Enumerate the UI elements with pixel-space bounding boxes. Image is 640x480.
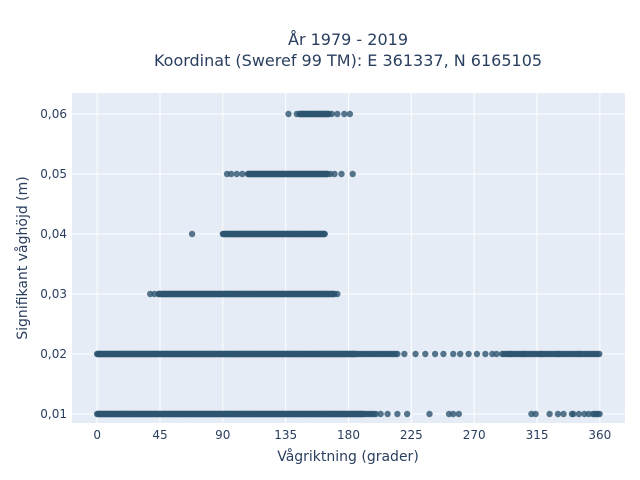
data-point — [394, 350, 401, 358]
x-tick-label: 135 — [274, 428, 297, 442]
data-point — [546, 410, 553, 418]
data-point — [431, 350, 439, 358]
data-point — [293, 110, 301, 118]
y-tick-label: 0,02 — [40, 347, 67, 361]
data-point — [575, 350, 583, 358]
data-point — [346, 110, 354, 118]
x-tick-label: 45 — [152, 428, 167, 442]
data-point — [341, 110, 348, 118]
data-point — [349, 170, 356, 178]
data-point — [401, 350, 408, 358]
y-axis-ticks: 0,01 0,02 0,03 0,04 0,05 0,06 — [40, 107, 67, 421]
x-tick-label: 270 — [463, 428, 486, 442]
data-point — [331, 170, 338, 178]
data-point — [455, 410, 463, 418]
data-point — [403, 410, 411, 418]
data-point — [239, 170, 246, 178]
data-point — [570, 410, 577, 418]
x-tick-label: 225 — [400, 428, 423, 442]
x-axis-label: Vågriktning (grader) — [277, 448, 419, 465]
x-tick-label: 315 — [526, 428, 549, 442]
data-points — [93, 110, 603, 418]
data-point — [233, 170, 240, 178]
data-point — [554, 410, 562, 418]
data-point — [384, 410, 391, 418]
y-tick-label: 0,06 — [40, 107, 67, 121]
data-band — [93, 410, 603, 418]
data-point — [422, 350, 429, 358]
data-point — [493, 350, 500, 358]
x-tick-label: 90 — [215, 428, 230, 442]
data-point — [457, 350, 464, 358]
data-point — [377, 410, 384, 418]
data-point — [585, 410, 592, 418]
data-point — [334, 110, 341, 118]
data-point — [473, 350, 481, 358]
chart-title-line2: Koordinat (Sweref 99 TM): E 361337, N 61… — [154, 51, 542, 70]
y-axis-label: Signifikant våghöjd (m) — [14, 176, 31, 339]
y-tick-label: 0,03 — [40, 287, 67, 301]
data-point — [560, 410, 567, 418]
data-point — [426, 410, 433, 418]
data-point — [412, 350, 419, 358]
y-tick-label: 0,04 — [40, 227, 67, 241]
chart-title-line1: År 1979 - 2019 — [288, 30, 408, 49]
data-point — [596, 350, 603, 358]
x-axis-ticks: 0 45 90 135 180 225 270 315 360 — [93, 428, 611, 442]
data-point — [188, 230, 196, 238]
data-band — [93, 350, 603, 358]
y-tick-label: 0,05 — [40, 167, 67, 181]
data-band — [223, 170, 356, 178]
data-point — [575, 410, 583, 418]
data-point — [321, 230, 328, 238]
x-tick-label: 360 — [588, 428, 611, 442]
data-point — [532, 410, 539, 418]
data-point — [151, 290, 158, 298]
y-tick-label: 0,01 — [40, 407, 67, 421]
data-point — [482, 350, 489, 358]
data-point — [554, 350, 562, 358]
data-point — [596, 410, 603, 418]
data-point — [507, 350, 514, 358]
data-band — [285, 110, 354, 118]
data-point — [285, 110, 292, 118]
data-point — [334, 290, 341, 298]
x-tick-label: 180 — [337, 428, 360, 442]
data-point — [450, 350, 457, 358]
data-point — [394, 410, 401, 418]
data-point — [519, 350, 527, 358]
data-band — [188, 230, 328, 238]
data-point — [299, 110, 306, 118]
data-point — [465, 350, 472, 358]
data-point — [538, 350, 545, 358]
data-point — [338, 170, 345, 178]
data-point — [328, 110, 335, 118]
data-band — [147, 290, 341, 298]
x-tick-label: 0 — [93, 428, 101, 442]
data-point — [440, 350, 447, 358]
data-point — [372, 410, 380, 418]
data-point — [228, 170, 235, 178]
data-point — [450, 410, 457, 418]
